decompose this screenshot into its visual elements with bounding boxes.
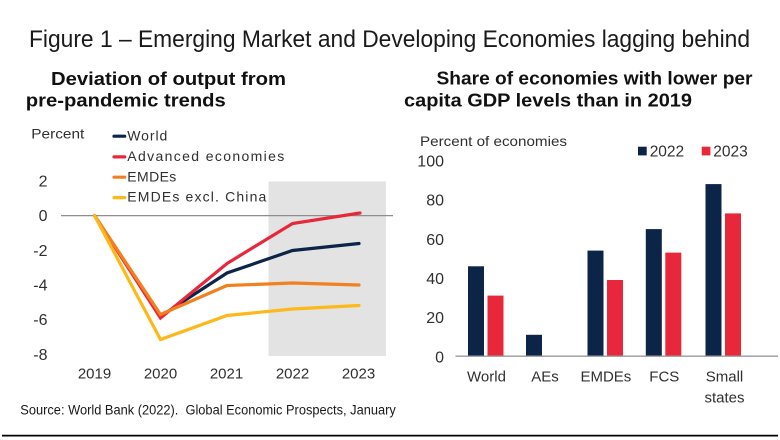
svg-text:2: 2 bbox=[39, 173, 48, 190]
svg-text:2020: 2020 bbox=[144, 366, 177, 383]
svg-text:0: 0 bbox=[435, 349, 444, 366]
svg-text:World: World bbox=[467, 369, 506, 386]
svg-text:0: 0 bbox=[39, 208, 48, 225]
svg-text:40: 40 bbox=[426, 271, 444, 288]
svg-text:EMDEs: EMDEs bbox=[127, 168, 176, 184]
svg-text:Small: Small bbox=[706, 369, 744, 386]
svg-text:Deviation of output from: Deviation of output from bbox=[51, 68, 286, 89]
svg-text:2023: 2023 bbox=[713, 144, 747, 161]
svg-text:-6: -6 bbox=[33, 312, 47, 329]
svg-text:60: 60 bbox=[426, 232, 444, 249]
svg-text:AEs: AEs bbox=[531, 369, 559, 386]
svg-text:2023: 2023 bbox=[342, 366, 375, 383]
svg-text:2022: 2022 bbox=[276, 366, 309, 383]
svg-text:states: states bbox=[704, 390, 744, 407]
svg-text:-2: -2 bbox=[33, 243, 47, 260]
svg-text:World: World bbox=[127, 127, 167, 143]
svg-text:Source: World Bank (2022). Gl: Source: World Bank (2022). Global Econom… bbox=[20, 403, 396, 418]
svg-text:100: 100 bbox=[417, 154, 444, 171]
svg-text:2022: 2022 bbox=[650, 144, 684, 161]
svg-text:EMDEs excl. China: EMDEs excl. China bbox=[127, 189, 266, 205]
svg-text:20: 20 bbox=[426, 310, 444, 327]
svg-text:80: 80 bbox=[426, 193, 444, 210]
svg-text:capita GDP levels than in 2019: capita GDP levels than in 2019 bbox=[404, 90, 692, 111]
svg-text:EMDEs: EMDEs bbox=[580, 369, 631, 386]
svg-text:2021: 2021 bbox=[210, 366, 243, 383]
svg-text:Figure 1 – Emerging Market and: Figure 1 – Emerging Market and Developin… bbox=[29, 26, 750, 53]
svg-text:2019: 2019 bbox=[78, 366, 111, 383]
svg-text:Share of economies with lower: Share of economies with lower per bbox=[437, 68, 753, 89]
svg-text:Percent: Percent bbox=[31, 126, 84, 142]
svg-text:-8: -8 bbox=[33, 347, 47, 364]
svg-text:pre-pandemic trends: pre-pandemic trends bbox=[26, 90, 226, 111]
svg-text:FCS: FCS bbox=[649, 369, 679, 386]
svg-text:-4: -4 bbox=[33, 278, 47, 295]
svg-text:Percent of economies: Percent of economies bbox=[420, 133, 567, 149]
svg-text:Advanced economies: Advanced economies bbox=[127, 148, 284, 164]
